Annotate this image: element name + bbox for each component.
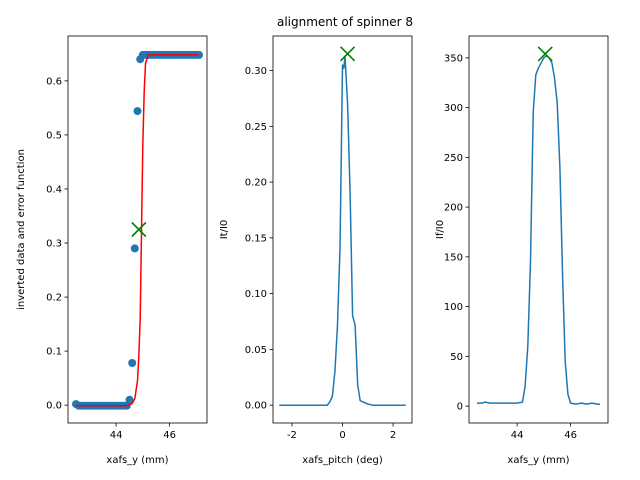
y-axis-label: inverted data and error function [16,149,27,310]
peak-marker-stroke [131,221,147,238]
x-axis-label: xafs_pitch (deg) [302,455,383,466]
y-tick-label: 200 [444,203,463,214]
x-tick-label: 0 [339,430,345,441]
x-tick-label: 44 [110,430,123,441]
y-tick-label: 100 [444,302,463,313]
y-tick-label: 300 [444,103,463,114]
x-axis-label: xafs_y (mm) [507,455,569,466]
y-tick-label: 0.5 [46,130,62,141]
x-tick-label: 46 [163,430,176,441]
peak-marker-stroke [339,46,356,62]
series-line [76,54,199,407]
y-tick-label: 50 [450,352,463,363]
y-tick-label: 0.25 [245,122,267,133]
y-tick-label: 0.3 [46,239,62,250]
x-tick-label: -2 [287,430,297,441]
data-point [128,359,137,367]
y-tick-label: 0.00 [245,401,267,412]
data-point [130,244,139,253]
y-tick-label: 0.0 [46,401,62,412]
x-tick-label: 44 [511,430,524,441]
y-tick-label: 0.4 [46,184,62,195]
panel-3: 44 46 0 50 100 150 200 250 300 350 xafs_y (mm) If/I… [435,35,609,466]
y-tick-label: 150 [444,252,463,263]
y-tick-label: 250 [444,153,463,164]
peak-marker [339,46,356,62]
axes-frame [468,35,609,424]
y-tick-label: 0.20 [245,178,267,189]
y-tick-label: 0.1 [46,347,62,358]
data-point [133,107,142,116]
y-tick-label: 0.15 [245,233,267,244]
x-axis-label: xafs_y (mm) [106,455,168,466]
y-tick-label: 0.30 [245,66,267,77]
y-axis-label: If/I0 [435,220,446,239]
y-tick-label: 0 [457,402,463,413]
figure-title: alignment of spinner 8 [277,15,413,29]
x-tick-label: 2 [390,430,396,441]
y-tick-label: 0.05 [245,345,267,356]
y-tick-label: 0.10 [245,289,267,300]
y-tick-label: 0.2 [46,293,62,304]
y-axis-label: It/I0 [219,220,230,240]
peak-marker [537,46,553,62]
data-point [125,395,134,404]
x-tick-label: 46 [564,430,577,441]
axes-frame [67,35,208,424]
y-tick-label: 350 [444,53,463,64]
peak-marker [131,221,147,238]
series-line [279,55,406,406]
panel-2: -2 0 2 0.00 0.05 0.10 0.15 0.20 0.25 0.30 xafs_pit… [219,35,413,466]
y-tick-label: 0.6 [46,76,62,87]
peak-marker-stroke [537,46,553,62]
panel-1: 44 46 0.0 0.1 0.2 0.3 0.4 0.5 0.6 xafs_y (mm) inve… [16,35,208,466]
series-line [477,55,600,405]
